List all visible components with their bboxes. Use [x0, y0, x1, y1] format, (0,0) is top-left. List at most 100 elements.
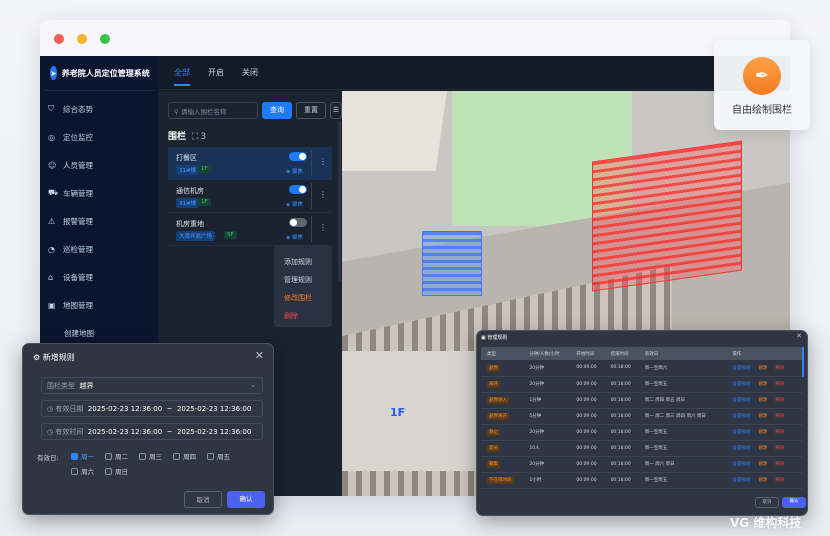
tab[interactable]: 全部 [174, 59, 190, 86]
menu-item[interactable]: 修改围栏 [284, 294, 312, 302]
table-cell: 00:18:00 [604, 392, 639, 409]
menu-item[interactable]: 删除 [284, 312, 298, 320]
fence-count: 3 [200, 132, 207, 142]
delete-link[interactable]: 删除 [775, 462, 785, 467]
table-cell: 越界离开 [481, 408, 524, 425]
minimize-window-button[interactable] [77, 34, 87, 44]
close-window-button[interactable] [54, 34, 64, 44]
delete-link[interactable]: 删除 [775, 430, 785, 435]
weekday-checkbox[interactable]: 周一 [71, 451, 94, 461]
close-icon[interactable]: ✕ [796, 332, 802, 340]
table-cell: 离开 [481, 376, 524, 393]
delete-link[interactable]: 删除 [775, 398, 785, 403]
edit-link[interactable]: 修改 [758, 478, 768, 483]
time-sep: ~ [166, 428, 173, 436]
table-cell: 1分钟 [523, 392, 571, 409]
set-rule-link[interactable]: 设置规则 [732, 398, 751, 403]
scrollbar[interactable] [802, 347, 804, 377]
close-icon[interactable]: ✕ [254, 349, 264, 362]
cancel-button[interactable]: 取消 [184, 491, 222, 508]
tab[interactable]: 开启 [208, 68, 224, 77]
focus-button[interactable]: ◈ 聚焦 [286, 200, 303, 208]
maximize-window-button[interactable] [100, 34, 110, 44]
more-vertical-icon[interactable]: ⋮ [319, 223, 327, 232]
building-tag: 31#楼 [176, 165, 200, 175]
menu-item[interactable]: 管理规则 [284, 276, 312, 284]
delete-link[interactable]: 删除 [775, 414, 785, 419]
sidebar-subitem[interactable]: 创建地图 [64, 328, 94, 338]
enable-toggle[interactable] [289, 152, 307, 161]
pen-icon: ✒ [743, 57, 781, 95]
query-button[interactable]: 查询 [262, 102, 292, 119]
navigation-arrow-icon: ➤ [50, 66, 57, 80]
set-rule-link[interactable]: 设置规则 [732, 446, 751, 451]
set-rule-link[interactable]: 设置规则 [732, 430, 751, 435]
free-draw-fence-button[interactable]: ✒ 自由绘制围栏 [714, 40, 810, 130]
blue-fence-shape[interactable] [422, 231, 482, 296]
edit-link[interactable]: 修改 [758, 446, 768, 451]
set-rule-link[interactable]: 设置规则 [732, 478, 751, 483]
menu-item[interactable]: 添加规则 [284, 258, 312, 266]
sidebar-item[interactable]: ◔ 巡检管理 [40, 235, 158, 263]
reset-button[interactable]: 重置 [296, 102, 326, 119]
set-rule-link[interactable]: 设置规则 [732, 462, 751, 467]
edit-link[interactable]: 修改 [758, 462, 768, 467]
set-rule-link[interactable]: 设置规则 [732, 414, 751, 419]
table-cell: 静止 [481, 424, 524, 441]
sidebar-item[interactable]: ▣ 地图管理 [40, 291, 158, 319]
sidebar-item[interactable]: ◎ 定位监控 [40, 123, 158, 151]
weekday-checkbox[interactable]: 周三 [139, 451, 162, 461]
alarm-icon: ⚠ [48, 216, 56, 226]
rule-type-tag: 聚集 [487, 461, 500, 468]
tab[interactable]: 关闭 [242, 68, 258, 77]
weekday-checkbox[interactable]: 周五 [207, 451, 230, 461]
delete-link[interactable]: 删除 [775, 478, 785, 483]
weekday-checkbox[interactable]: 周六 [71, 466, 94, 476]
cell-text: 周一 周二 周三 周四 周六 周日 [644, 414, 706, 419]
enable-toggle[interactable] [289, 185, 307, 194]
tree-view-button[interactable]: ☰ [330, 102, 342, 119]
table-cell: 20分钟 [523, 456, 571, 473]
sidebar-item[interactable]: ⌂ 设备管理 [40, 263, 158, 291]
manage-rules-dialog: ▣ 管理规则 ✕ 类型 分钟/人数/小时 开始时间 结束时间 有效日 操作 越界 20分钟 00… [476, 330, 808, 516]
valid-time-range[interactable]: ◷ 有效时间 2025-02-23 12:36:00 ~ 2025-02-23 … [41, 423, 263, 440]
search-input[interactable]: ⚲ 请输入围栏名称 [168, 102, 258, 119]
weekday-checkbox[interactable]: 周四 [173, 451, 196, 461]
cell-text: 周一至周五 [644, 478, 668, 483]
delete-link[interactable]: 删除 [775, 365, 785, 371]
delete-link[interactable]: 删除 [775, 382, 785, 387]
more-vertical-icon[interactable]: ⋮ [319, 190, 327, 199]
table-cell: 周一 周二 周三 周四 周六 周日 [638, 408, 727, 425]
sidebar-item[interactable]: ⚠ 报警管理 [40, 207, 158, 235]
set-rule-link[interactable]: 设置规则 [732, 382, 751, 387]
fence-item[interactable]: 打餐区 31#楼 1F ◈ 聚焦 ⋮ [168, 147, 332, 180]
sidebar-item-label: 地图管理 [63, 300, 93, 310]
weekday-checkbox[interactable]: 周日 [105, 466, 128, 476]
edit-link[interactable]: 修改 [758, 398, 768, 403]
red-fence-shape[interactable] [592, 140, 742, 292]
scrollbar[interactable] [338, 121, 341, 281]
sidebar-item[interactable]: ⛉ 综合态势 [40, 95, 158, 123]
edit-link[interactable]: 修改 [758, 365, 768, 371]
focus-button[interactable]: ◈ 聚焦 [286, 167, 303, 175]
enable-toggle[interactable] [289, 218, 307, 227]
edit-link[interactable]: 修改 [758, 414, 768, 419]
valid-date-range[interactable]: ◷ 有效日期 2025-02-23 12:36:00 ~ 2025-02-23 … [41, 400, 263, 417]
more-vertical-icon[interactable]: ⋮ [319, 157, 327, 166]
confirm-button[interactable]: 确认 [227, 491, 265, 508]
delete-link[interactable]: 删除 [775, 446, 785, 451]
fence-type-select[interactable]: 围栏类型 越界 ⌄ [41, 377, 263, 394]
edit-link[interactable]: 修改 [758, 430, 768, 435]
confirm-button[interactable]: 确认 [782, 497, 806, 508]
cancel-button[interactable]: 取消 [755, 497, 779, 508]
fence-item[interactable]: 通信机房 31#楼 1F ◈ 聚焦 ⋮ [168, 180, 332, 213]
weekday-checkbox[interactable]: 周二 [105, 451, 128, 461]
fence-item[interactable]: 机房重地 大草坪原广场 5F ◈ 聚焦 ⋮ [168, 213, 332, 246]
table-cell: 10人 [523, 440, 571, 457]
edit-link[interactable]: 修改 [758, 382, 768, 387]
sidebar-item[interactable]: ⛟ 车辆管理 [40, 179, 158, 207]
sidebar-item[interactable]: ☺ 人员管理 [40, 151, 158, 179]
focus-button[interactable]: ◈ 聚焦 [286, 233, 303, 241]
set-rule-link[interactable]: 设置规则 [732, 365, 751, 371]
target-icon: ◈ [286, 235, 292, 241]
